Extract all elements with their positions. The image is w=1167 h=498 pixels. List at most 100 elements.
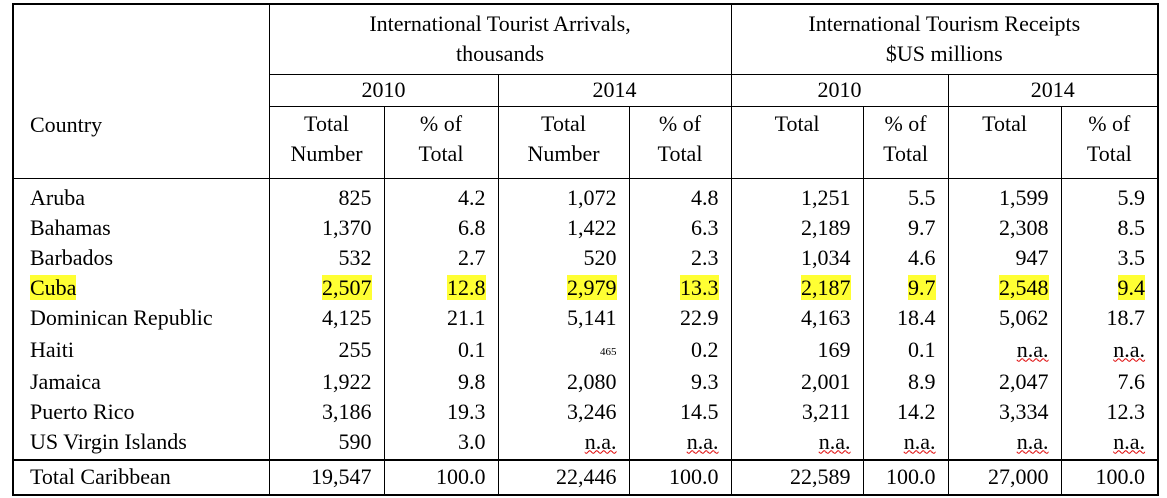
value-cell: 21.1	[383, 302, 499, 333]
value: 6.8	[458, 214, 486, 240]
data-row: Barbados 532 2.7 520 2.3 1,034 4.6 947 3.5	[12, 242, 1159, 273]
value-cell: 2.7	[383, 242, 499, 273]
value: n.a.	[686, 428, 719, 454]
value: 12.3	[1106, 398, 1146, 424]
country-cell: Bahamas	[12, 212, 270, 243]
group-header-line: International Tourism Receipts	[808, 11, 1081, 37]
value-cell: n.a.	[1060, 426, 1159, 460]
value: 3,211	[801, 398, 851, 424]
value: 2.3	[691, 244, 719, 270]
value-cell: 19.3	[383, 396, 499, 427]
value: 4,125	[322, 304, 372, 330]
country-cell: Dominican Republic	[12, 302, 270, 333]
year: 2014	[1030, 77, 1075, 102]
value-cell: 2,507	[268, 272, 385, 303]
value: 1,422	[567, 214, 617, 240]
value-cell: 22.9	[628, 302, 732, 333]
value: 22.9	[680, 304, 719, 330]
value: 14.2	[897, 398, 936, 424]
country-cell: US Virgin Islands	[12, 426, 270, 460]
value: 3,186	[322, 398, 372, 424]
value-cell: 2.3	[628, 242, 732, 273]
value-cell: 3,211	[730, 396, 864, 427]
country-cell: Puerto Rico	[12, 396, 270, 427]
value-cell: 825	[268, 178, 385, 213]
value-cell: 12.3	[1060, 396, 1159, 427]
value-cell: 255	[268, 332, 385, 367]
value-cell: 520	[497, 242, 630, 273]
subheader-line: Total	[982, 110, 1027, 136]
value: n.a.	[1016, 428, 1049, 454]
value: 9.7	[908, 274, 936, 300]
country-cell: Cuba	[12, 272, 270, 303]
value-cell: 5,062	[947, 302, 1062, 333]
value: 0.1	[458, 336, 486, 362]
country-name: Barbados	[30, 244, 114, 270]
value: 5.9	[1117, 184, 1146, 210]
value: 2,189	[801, 214, 851, 240]
country-name: Aruba	[30, 184, 85, 210]
value: 2,308	[999, 214, 1049, 240]
table-body: Country International Tourist Arrivals, th…	[12, 3, 1159, 495]
value: 1,251	[801, 184, 851, 210]
value: 13.3	[680, 274, 719, 300]
value-cell: 1,034	[730, 242, 864, 273]
value: 465	[600, 345, 617, 358]
subheader-cell: Total Number	[268, 105, 385, 179]
value-cell: 2,001	[730, 366, 864, 397]
subheader-cell: % of Total	[862, 105, 949, 179]
value-cell: 2,308	[947, 212, 1062, 243]
value: 5,062	[999, 304, 1049, 330]
value: 6.3	[691, 214, 719, 240]
year: 2010	[361, 77, 406, 102]
value-cell: 3.5	[1060, 242, 1159, 273]
data-row: Jamaica 1,922 9.8 2,080 9.3 2,001 8.9 2,047 7.6	[12, 366, 1159, 397]
value-cell: 100.0	[1060, 458, 1159, 495]
value-cell: 3,334	[947, 396, 1062, 427]
value-cell: 5.5	[862, 178, 949, 213]
value-cell: 169	[730, 332, 864, 367]
value: n.a.	[1113, 336, 1146, 362]
value: 3.5	[1117, 244, 1146, 270]
subheader-line: Total	[657, 140, 703, 166]
value-cell: 9.8	[383, 366, 499, 397]
value: 9.4	[1117, 274, 1146, 300]
country-name: US Virgin Islands	[30, 428, 187, 454]
value-cell: 3,246	[497, 396, 630, 427]
value: 255	[338, 336, 372, 362]
value: 0.1	[908, 336, 936, 362]
subheader-cell: Total	[947, 105, 1062, 179]
value-cell: 2,189	[730, 212, 864, 243]
value-cell: 14.2	[862, 396, 949, 427]
value: 100.0	[436, 464, 486, 489]
value-cell: 4.8	[628, 178, 732, 213]
value: n.a.	[903, 428, 936, 454]
value: 19.3	[447, 398, 486, 424]
value-cell: 8.5	[1060, 212, 1159, 243]
value: 1,034	[801, 244, 851, 270]
value: 947	[1015, 244, 1049, 270]
value-cell: 4.6	[862, 242, 949, 273]
subheader-cell: % of Total	[383, 105, 499, 179]
value-cell: n.a.	[497, 426, 630, 460]
value: 590	[338, 428, 372, 454]
header-row: Country International Tourist Arrivals, th…	[12, 3, 1159, 179]
value: 18.7	[1106, 304, 1146, 330]
value: 520	[583, 244, 617, 270]
value: 27,000	[988, 464, 1049, 489]
value-cell: 0.1	[862, 332, 949, 367]
value: 12.8	[447, 274, 486, 300]
value: 22,446	[556, 464, 617, 489]
value-cell: 4,125	[268, 302, 385, 333]
value-cell: 5.9	[1060, 178, 1159, 213]
value-cell: 1,422	[497, 212, 630, 243]
value-cell: n.a.	[1060, 332, 1159, 367]
group-header-cell: International Tourism Receipts $US millio…	[730, 3, 1159, 75]
value: 2.7	[458, 244, 486, 270]
value-cell: 2,979	[497, 272, 630, 303]
group-header-cell: International Tourist Arrivals, thousands	[268, 3, 732, 75]
value: 2,979	[567, 274, 617, 300]
subheader-line: Total	[418, 140, 464, 166]
value: 4.8	[691, 184, 719, 210]
